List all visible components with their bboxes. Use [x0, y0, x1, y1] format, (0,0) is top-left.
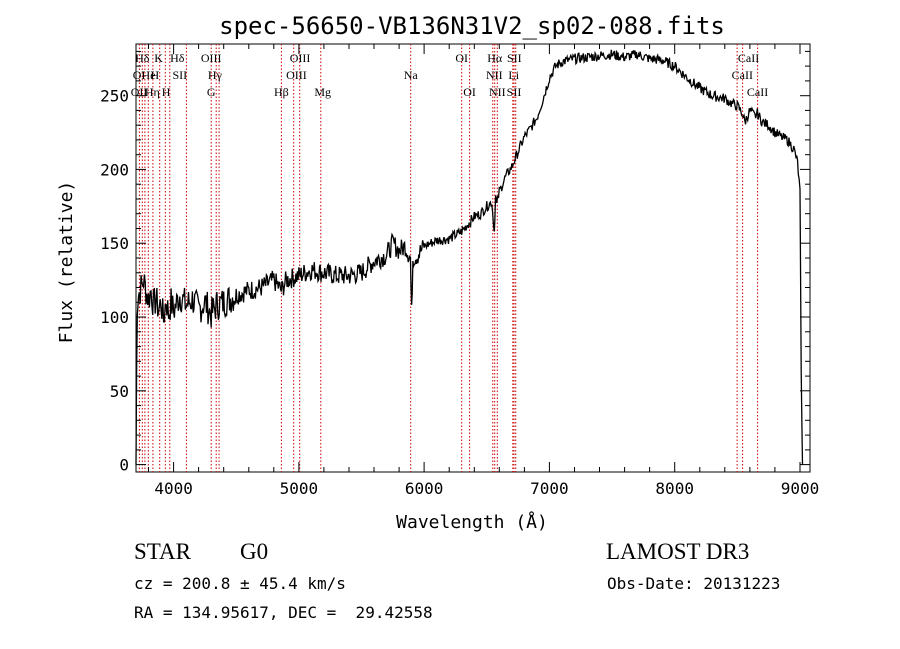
- y-tick-label: 250: [100, 87, 129, 106]
- chart-title: spec-56650-VB136N31V2_sp02-088.fits: [219, 12, 725, 40]
- y-tick-label: 50: [110, 382, 129, 401]
- y-tick-label: 0: [119, 456, 129, 475]
- line-label: Hδ: [135, 51, 150, 65]
- y-tick-label: 200: [100, 160, 129, 179]
- observation-date: Obs-Date: 20131223: [607, 574, 781, 593]
- line-label: He: [142, 68, 156, 82]
- line-label: Li: [508, 68, 519, 82]
- line-label: OI: [463, 85, 476, 99]
- line-label: H: [162, 85, 171, 99]
- x-axis-label: Wavelength (Å): [396, 511, 548, 533]
- line-label: Hη: [145, 85, 160, 99]
- line-label: H: [150, 68, 159, 82]
- y-tick-label: 100: [100, 308, 129, 327]
- x-tick-label: 8000: [655, 479, 694, 498]
- line-label: K: [154, 51, 163, 65]
- sky-coordinates: RA = 134.95617, DEC = 29.42558: [134, 603, 433, 622]
- line-label: OIII: [290, 51, 311, 65]
- plot-frame: [135, 43, 811, 473]
- line-label: SII: [172, 68, 187, 82]
- x-tick-label: 9000: [781, 479, 820, 498]
- x-tick-label: 4000: [154, 479, 193, 498]
- spectral-line-markers: [138, 44, 759, 472]
- line-label: Hγ: [208, 68, 223, 82]
- y-axis-label: Flux (relative): [56, 181, 77, 344]
- line-label: Mg: [314, 85, 331, 99]
- redshift-readout: cz = 200.8 ± 45.4 km/s: [134, 574, 346, 593]
- x-tick-label: 5000: [280, 479, 319, 498]
- y-axis-ticks: 0 50 100 150 200 250: [100, 50, 810, 475]
- line-label: Hβ: [274, 85, 289, 99]
- y-tick-label: 150: [100, 234, 129, 253]
- line-label: OI: [133, 68, 146, 82]
- flux-series-line: [135, 49, 804, 465]
- line-label: SII: [507, 85, 522, 99]
- line-label: G: [207, 85, 216, 99]
- x-tick-label: 7000: [530, 479, 569, 498]
- line-label: SII: [507, 51, 522, 65]
- x-tick-label: 6000: [405, 479, 444, 498]
- object-subclass: G0: [240, 539, 269, 564]
- line-label: OIII: [286, 68, 307, 82]
- line-label: Hα: [487, 51, 503, 65]
- line-label: Hδ: [170, 51, 185, 65]
- line-label: CaII: [732, 68, 753, 82]
- line-label: NII: [486, 68, 503, 82]
- x-axis-ticks: 4000 5000 6000 7000 8000 9000: [148, 44, 820, 498]
- line-label: OI: [455, 51, 468, 65]
- line-label: CaII: [738, 51, 759, 65]
- line-label: CaII: [747, 85, 768, 99]
- line-label: OIII: [201, 51, 222, 65]
- line-label: Na: [404, 68, 419, 82]
- survey-name: LAMOST DR3: [606, 539, 750, 564]
- object-class: STAR: [134, 539, 191, 564]
- line-label: NII: [489, 85, 506, 99]
